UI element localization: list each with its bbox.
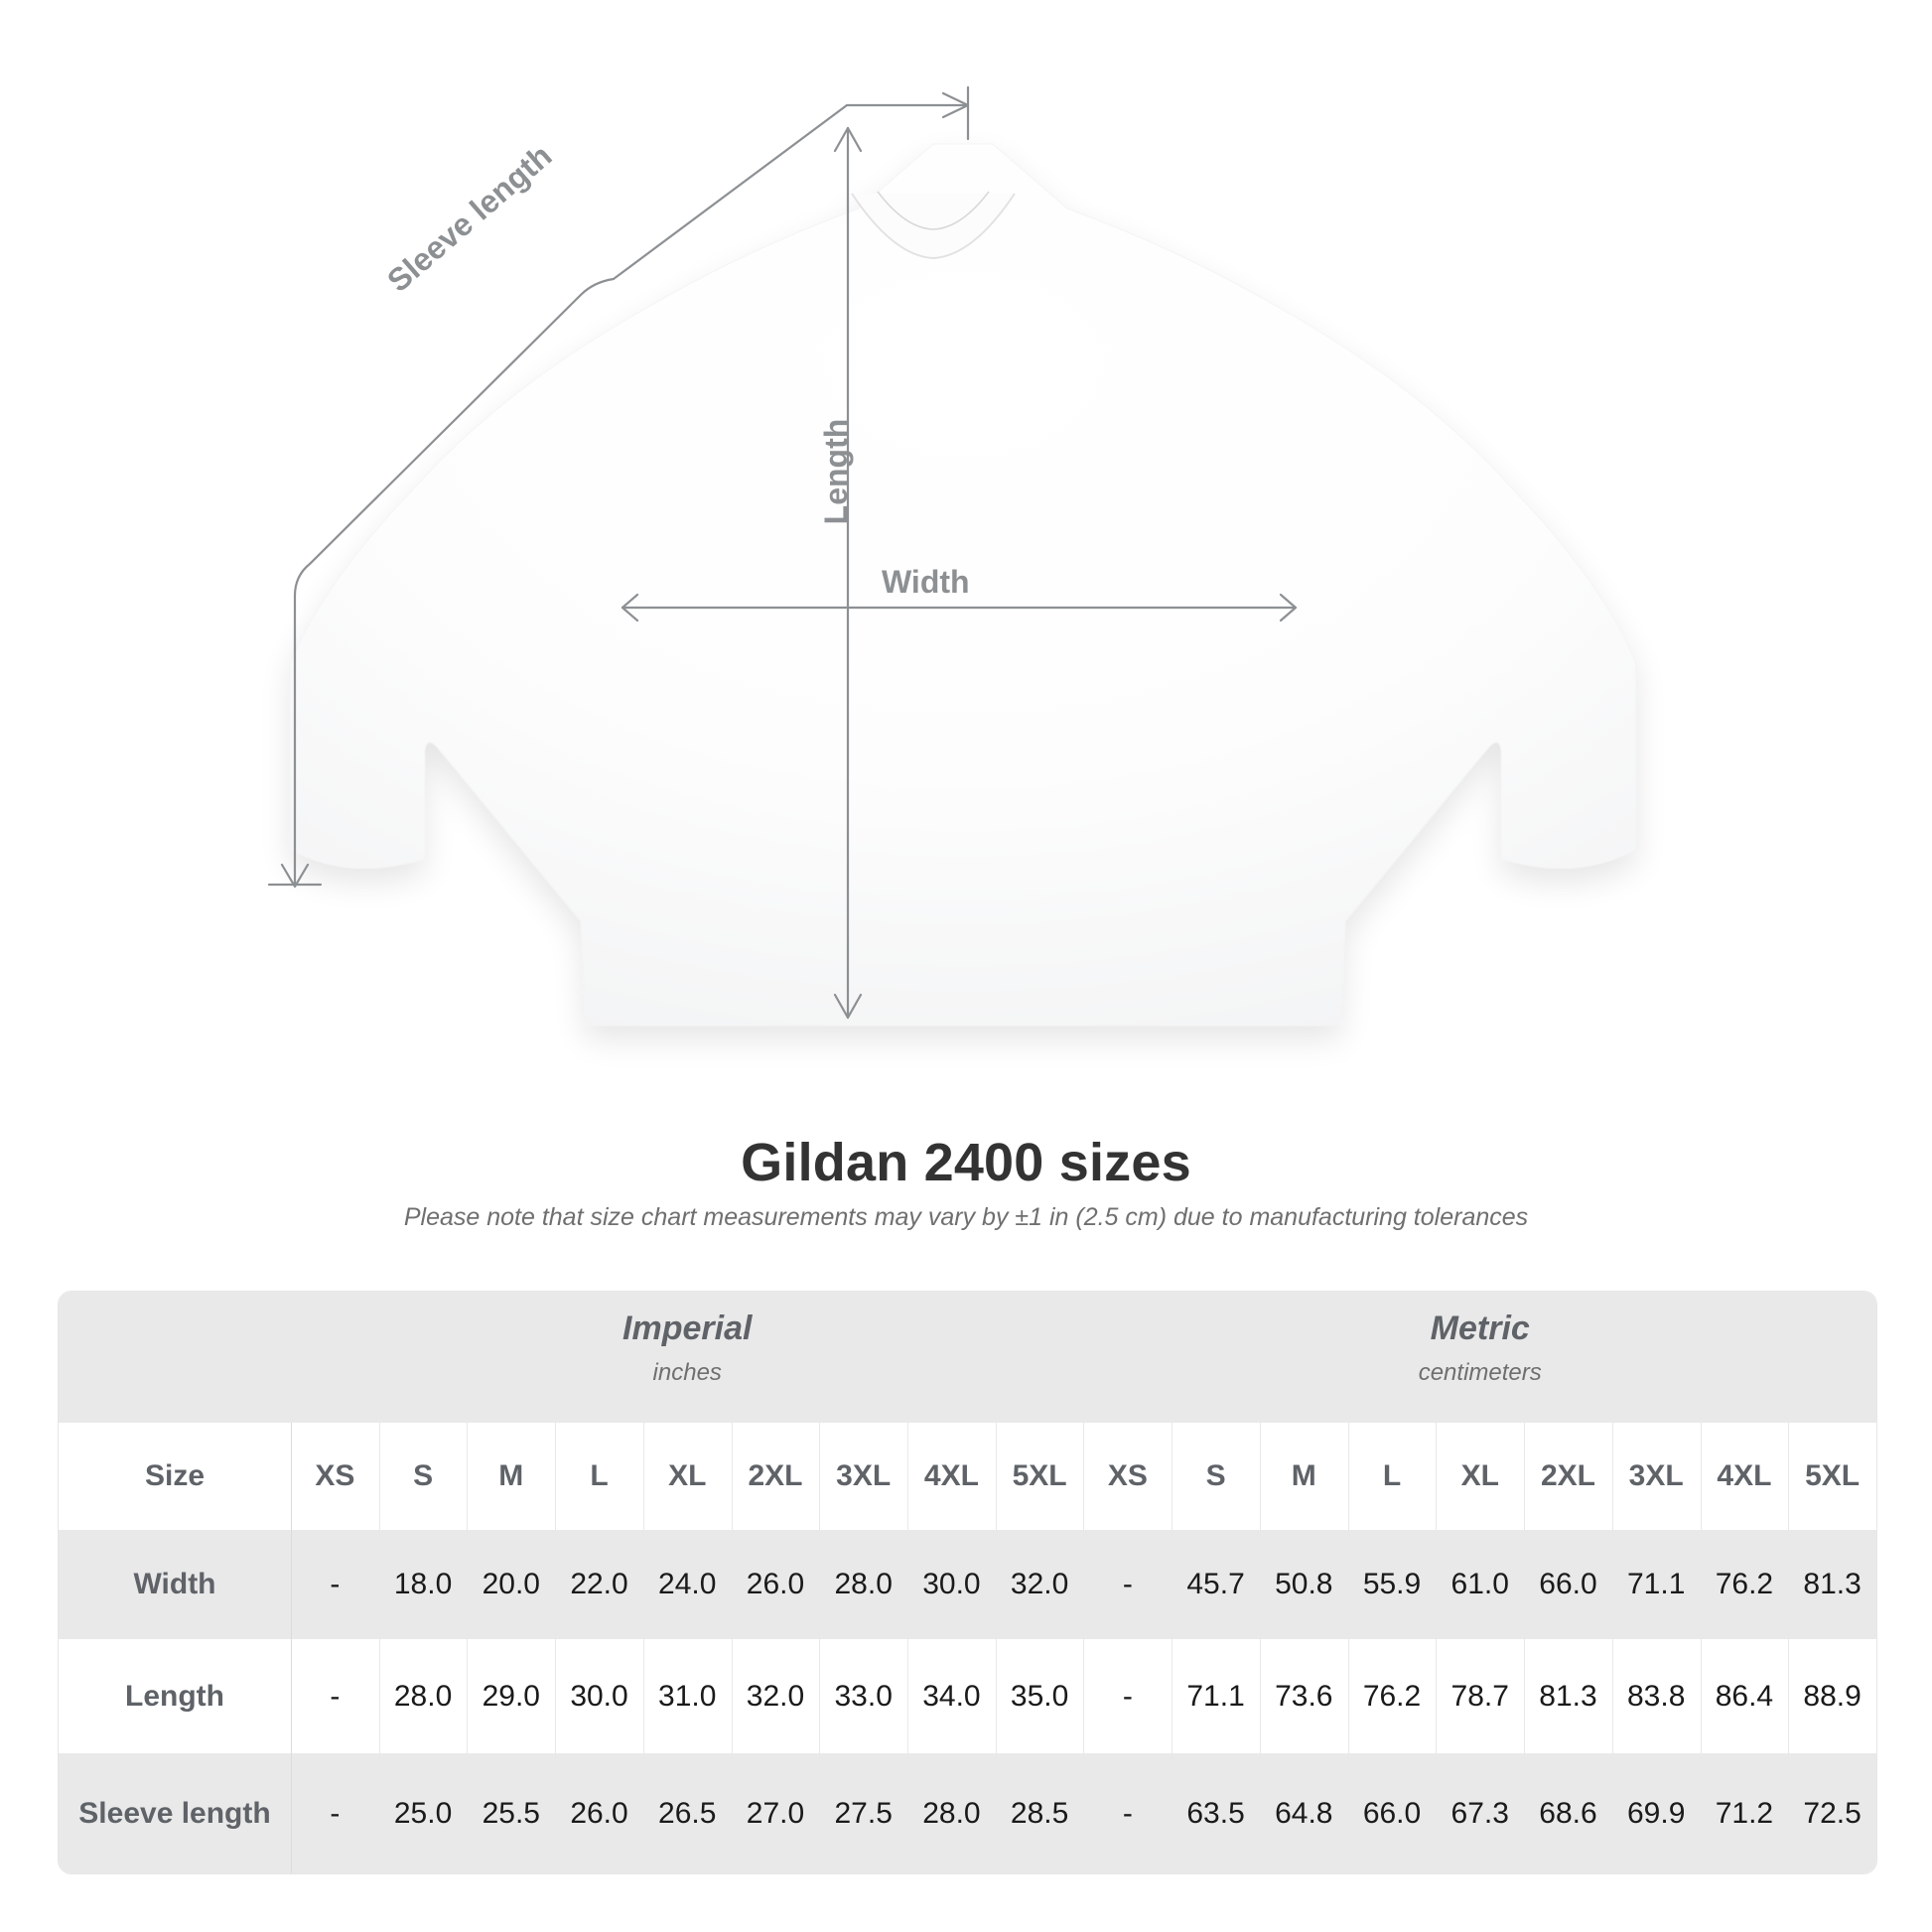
svg-text:Width: Width (882, 564, 970, 600)
svg-text:Sleeve length: Sleeve length (380, 137, 558, 299)
svg-text:Length: Length (818, 419, 854, 525)
